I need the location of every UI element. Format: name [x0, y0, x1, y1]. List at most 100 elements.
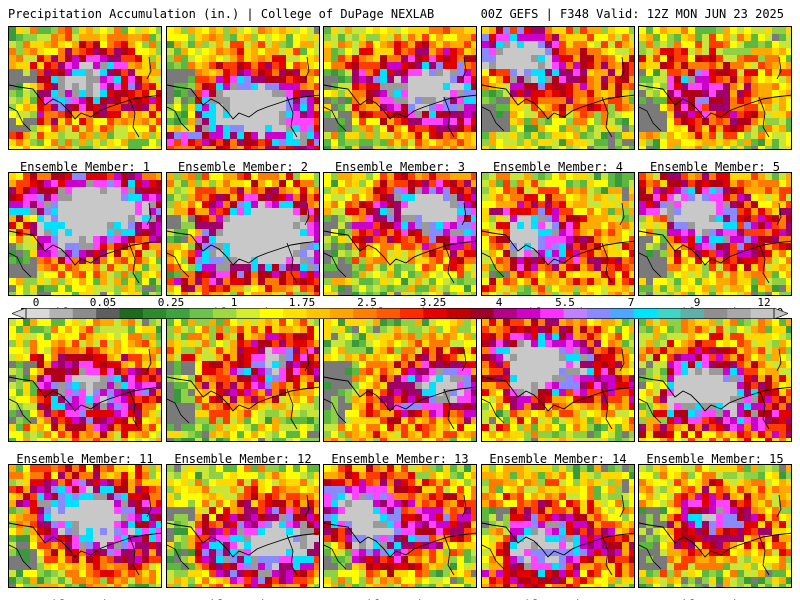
- colorbar-segment: [587, 308, 611, 319]
- precip-field-map: [482, 27, 634, 149]
- colorbar-tick-label: 9: [693, 296, 701, 309]
- colorbar-tick-label: 2.5: [357, 296, 377, 309]
- colorbar-segment: [376, 308, 401, 319]
- state-border: [482, 202, 625, 284]
- precip-field-map: [167, 173, 319, 295]
- colorbar-segment: [329, 308, 354, 319]
- colorbar-segment: [493, 308, 518, 319]
- member-map-panel: [8, 318, 162, 442]
- border-line: [324, 376, 476, 412]
- member-label: Ensemble Member: 1: [19, 160, 151, 174]
- precip-field-map: [167, 465, 319, 587]
- member-label: Ensemble Member: 19: [479, 598, 637, 600]
- precip-field-map: [639, 319, 791, 441]
- member-map-panel: [323, 26, 477, 150]
- state-border: [9, 56, 152, 138]
- border-line: [9, 84, 161, 120]
- colorbar-segment: [633, 308, 658, 319]
- member-map-panel: [8, 464, 162, 588]
- colorbar-segment: [727, 308, 752, 319]
- border-line: [167, 84, 319, 120]
- colorbar-segment: [470, 308, 494, 319]
- state-border: [639, 494, 782, 576]
- colorbar-segment: [166, 308, 191, 319]
- colorbar-segment: [423, 308, 448, 319]
- state-border: [324, 202, 467, 284]
- colorbar: [12, 308, 788, 319]
- precip-field-map: [167, 319, 319, 441]
- colorbar-tick-label: 12: [757, 296, 771, 309]
- state-border: [167, 56, 310, 138]
- member-map-panel: [8, 172, 162, 296]
- border-line: [639, 522, 791, 558]
- state-border: [9, 202, 152, 284]
- border-line: [482, 230, 634, 266]
- colorbar-arrow-right: [773, 308, 788, 319]
- colorbar-segment: [189, 308, 214, 319]
- member-map-panel: [323, 172, 477, 296]
- state-border: [167, 494, 310, 576]
- colorbar-tick-label: 4: [495, 296, 503, 309]
- border-line: [324, 84, 476, 120]
- precip-field-map: [9, 465, 161, 587]
- state-border: [167, 202, 310, 284]
- member-map-panel: [481, 172, 635, 296]
- run-valid-time: 00Z GEFS | F348 Valid: 12Z MON JUN 23 20…: [480, 7, 784, 21]
- colorbar-tick-label: 1.75: [288, 296, 316, 309]
- border-line: [482, 84, 634, 120]
- state-border: [482, 348, 625, 430]
- member-label: Ensemble Member: 12: [174, 452, 312, 466]
- colorbar-segment: [516, 308, 541, 319]
- border-line: [639, 376, 791, 412]
- colorbar-segment: [72, 308, 97, 319]
- border-line: [9, 376, 161, 412]
- precip-field-map: [167, 27, 319, 149]
- precip-field-map: [639, 173, 791, 295]
- colorbar-segment: [680, 308, 705, 319]
- member-map-panel: [166, 464, 320, 588]
- member-label: Ensemble Member: 13: [331, 452, 469, 466]
- colorbar-segment: [26, 308, 50, 319]
- member-map-panel: [481, 464, 635, 588]
- precip-field-map: [9, 173, 161, 295]
- colorbar-tick-label: 7: [627, 296, 635, 309]
- colorbar-segment: [610, 308, 635, 319]
- colorbar-segment: [213, 308, 237, 319]
- colorbar-segment: [306, 308, 331, 319]
- colorbar-tick-label: 0.05: [89, 296, 117, 309]
- precip-field-map: [482, 465, 634, 587]
- border-line: [167, 376, 319, 412]
- colorbar-segment: [96, 308, 120, 319]
- border-line: [9, 230, 161, 266]
- state-border: [639, 348, 782, 430]
- state-border: [9, 494, 152, 576]
- colorbar-tick-label: 0.25: [157, 296, 185, 309]
- member-label: Ensemble Member: 4: [492, 160, 624, 174]
- member-map-panel: [323, 318, 477, 442]
- border-line: [167, 230, 319, 266]
- member-label: Ensemble Member: 14: [489, 452, 627, 466]
- colorbar-segment: [119, 308, 144, 319]
- border-line: [482, 522, 634, 558]
- member-label: Ensemble Member: 2: [177, 160, 309, 174]
- precip-field-map: [324, 319, 476, 441]
- member-map-panel: [323, 464, 477, 588]
- colorbar-arrow-left: [12, 308, 27, 319]
- member-label: Ensemble Member: 15: [646, 452, 784, 466]
- state-border: [639, 56, 782, 138]
- colorbar-tick-label: 3.25: [419, 296, 447, 309]
- state-border: [482, 494, 625, 576]
- border-line: [324, 230, 476, 266]
- precip-field-map: [639, 27, 791, 149]
- member-map-panel: [638, 464, 792, 588]
- colorbar-segment: [703, 308, 728, 319]
- colorbar-segment: [283, 308, 307, 319]
- member-map-panel: [8, 26, 162, 150]
- member-map-panel: [166, 172, 320, 296]
- state-border: [482, 56, 625, 138]
- member-map-panel: [481, 26, 635, 150]
- state-border: [167, 348, 310, 430]
- precip-field-map: [324, 173, 476, 295]
- colorbar-segment: [750, 308, 775, 319]
- colorbar-segment: [446, 308, 471, 319]
